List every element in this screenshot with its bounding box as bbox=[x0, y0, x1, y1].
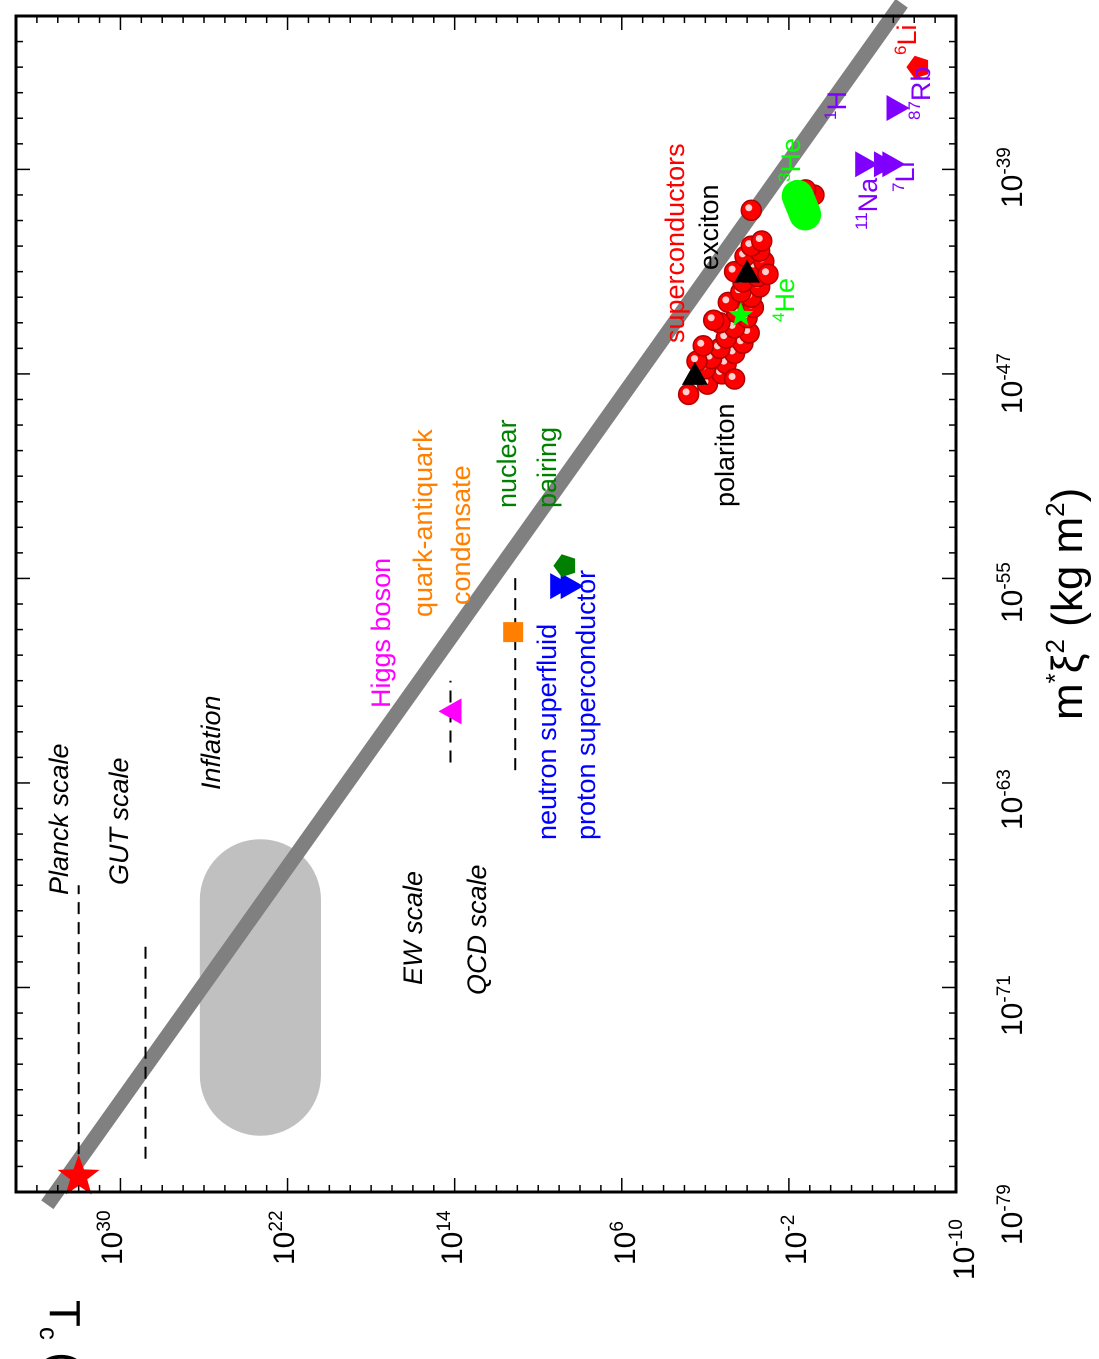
y-tick-label: 106 bbox=[607, 1221, 642, 1265]
marker-proton-superconductor bbox=[560, 573, 584, 600]
rb87-label: 87Rb bbox=[905, 67, 936, 120]
superconductor-point bbox=[692, 335, 714, 357]
x-tick-label: 10-47 bbox=[994, 353, 1029, 414]
proton-label: proton superconductor bbox=[571, 570, 601, 840]
higgs-label: Higgs boson bbox=[366, 558, 396, 708]
superconductor-point-highlight bbox=[720, 332, 728, 340]
superconductor-point-highlight bbox=[755, 234, 763, 242]
x-tick-label: 10-79 bbox=[994, 1184, 1029, 1245]
y-tick-label: 1014 bbox=[434, 1210, 469, 1265]
polariton-label: polariton bbox=[710, 403, 740, 507]
na11-label: 11Na bbox=[852, 177, 883, 230]
marker-quark-antiquark-condensate bbox=[503, 622, 524, 643]
marker-3he bbox=[781, 179, 822, 231]
qcd-scale-label: QCD scale bbox=[462, 864, 492, 995]
marker-6li bbox=[906, 55, 929, 79]
y-tick-labels: 1030 1022 1014 106 10-2 10-10 bbox=[94, 1210, 981, 1280]
x-tick-labels: 10-79 10-71 10-63 10-55 10-47 10-39 bbox=[994, 147, 1029, 1245]
axis-ticks bbox=[15, 15, 957, 1193]
superconductor-point bbox=[757, 263, 779, 285]
li7-label: 7Li bbox=[889, 162, 920, 192]
inflation-region bbox=[199, 839, 321, 1136]
he3-label: 3He bbox=[775, 138, 806, 182]
markers bbox=[57, 55, 929, 1195]
marker-7li bbox=[882, 151, 906, 178]
y-tick-label: 10-10 bbox=[946, 1219, 981, 1280]
superconductors-label: superconductors bbox=[660, 143, 690, 343]
y-tick-label: 10-2 bbox=[778, 1215, 813, 1265]
superconductor-point-highlight bbox=[682, 388, 690, 396]
superconductor-point-highlight bbox=[728, 373, 736, 381]
y-tick-label: 1030 bbox=[94, 1210, 129, 1265]
superconductor-point-highlight bbox=[745, 240, 753, 248]
x-tick-label: 10-63 bbox=[994, 769, 1029, 830]
li6-label: 6Li bbox=[891, 25, 922, 55]
marker-planck bbox=[57, 1154, 100, 1195]
marker-87rb bbox=[886, 95, 910, 122]
superconductor-point-highlight bbox=[697, 339, 705, 347]
y-tick-label: 1022 bbox=[266, 1210, 301, 1265]
superconductor-point bbox=[750, 230, 773, 252]
x-tick-label: 10-71 bbox=[994, 975, 1029, 1036]
ew-scale-label: EW scale bbox=[398, 871, 428, 985]
neutron-label: neutron superfluid bbox=[532, 624, 562, 840]
x-tick-label: 10-39 bbox=[994, 147, 1029, 208]
marker-nuclear-pairing bbox=[553, 554, 576, 578]
superconductor-point-highlight bbox=[707, 314, 715, 322]
nuclear-label-2: pairing bbox=[532, 427, 562, 508]
y-axis-label: Tc (K) bbox=[34, 1300, 89, 1359]
marker-polariton bbox=[681, 361, 708, 385]
inflation-label: Inflation bbox=[196, 695, 226, 790]
exciton-label: exciton bbox=[694, 184, 724, 270]
superconductor-point bbox=[723, 368, 746, 390]
marker-4he bbox=[728, 302, 754, 326]
quark-label-2: condensate bbox=[446, 465, 476, 605]
h1-label: 1H bbox=[821, 91, 852, 120]
gut-scale-label: GUT scale bbox=[104, 757, 134, 885]
nuclear-label-1: nuclear bbox=[492, 419, 522, 508]
superconductor-point-highlight bbox=[722, 296, 730, 304]
superconductor-point bbox=[702, 309, 725, 331]
superconductor-point bbox=[740, 199, 763, 222]
superconductor-point bbox=[677, 383, 700, 406]
marker-exciton bbox=[734, 259, 761, 283]
superconductor-point-highlight bbox=[745, 204, 753, 212]
x-axis-label: m*ξ2 (kg m2) bbox=[1040, 488, 1092, 720]
superconductor-point-highlight bbox=[690, 355, 698, 363]
superconductor-point-highlight bbox=[728, 265, 736, 273]
x-tick-label: 10-55 bbox=[994, 562, 1029, 623]
quark-label-1: quark-antiquark bbox=[408, 429, 438, 617]
he4-label: 4He bbox=[769, 278, 800, 322]
planck-scale-label: Planck scale bbox=[44, 743, 74, 895]
marker-1h bbox=[855, 151, 879, 178]
scale-lines bbox=[77, 573, 517, 1175]
superconductor-point-highlight bbox=[762, 268, 769, 276]
marker-higgs-boson bbox=[438, 698, 462, 725]
